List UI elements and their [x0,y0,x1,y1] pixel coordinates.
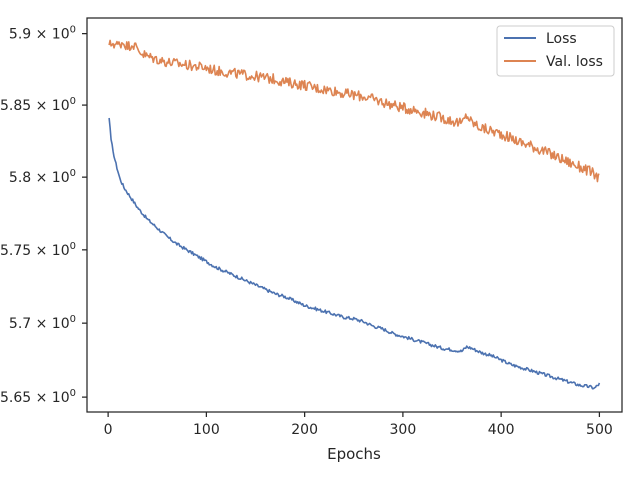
y-tick-label: 5.9 × 100 [9,25,76,43]
y-tick-label: 5.75 × 100 [0,241,76,259]
x-tick-label: 0 [104,422,113,438]
series-line-loss [108,117,601,390]
x-tick-label: 100 [193,422,220,438]
x-tick-label: 200 [291,422,318,438]
x-axis: 0 100 200 300 400 500 [104,412,613,438]
series-line-val-loss [108,39,600,183]
x-tick-label: 500 [586,422,613,438]
x-tick-label: 400 [488,422,515,438]
x-tick-label: 300 [390,422,417,438]
y-tick-label: 5.7 × 100 [9,314,76,332]
plot-frame [86,17,623,413]
y-axis: 5.65 × 100 5.7 × 100 5.75 × 100 5.8 × 100 5.… [0,25,87,406]
y-tick-label: 5.8 × 100 [9,168,76,186]
y-tick-label: 5.65 × 100 [0,388,76,406]
y-tick-label: 5.85 × 100 [0,96,76,114]
series-layer [108,39,601,390]
legend-label-val-loss: Val. loss [546,54,603,70]
legend: Loss Val. loss [496,25,615,77]
legend-label-loss: Loss [546,31,577,47]
x-axis-label: Epochs [327,445,381,463]
